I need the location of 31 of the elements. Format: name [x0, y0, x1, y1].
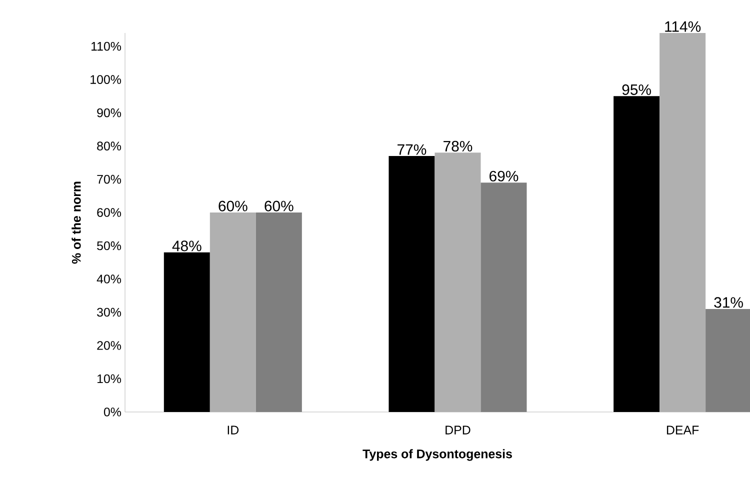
y-tick-label: 30%	[97, 308, 122, 317]
y-tick-label: 40%	[96, 274, 122, 284]
bar	[256, 212, 302, 412]
y-tick-label: 90%	[97, 108, 122, 118]
y-tick-label: 80%	[97, 142, 122, 150]
y-tick-label: 50%	[97, 241, 122, 250]
bar	[388, 156, 435, 412]
y-tick-label: 70%	[97, 174, 122, 184]
y-tick-label: 60%	[97, 208, 122, 217]
bar	[614, 96, 660, 412]
y-tick-label: 100%	[90, 75, 122, 84]
x-tick-label: ID	[228, 426, 239, 434]
x-tick-label: DEAF	[666, 426, 699, 434]
data-label: 77%	[398, 144, 426, 155]
x-tick-label: DPD	[446, 426, 470, 434]
y-axis-title: % of the norm	[72, 182, 81, 264]
y-tick-label: 110%	[92, 42, 122, 51]
data-label: 31%	[714, 297, 743, 308]
y-tick-label: 20%	[97, 341, 122, 350]
x-axis-title: Types of Dysontogenesis	[362, 449, 512, 461]
y-tick-label: 0%	[104, 408, 122, 416]
data-label: 69%	[490, 170, 518, 182]
data-label: 114%	[665, 21, 701, 32]
data-label: 95%	[622, 84, 651, 95]
y-tick-label: 10%	[98, 374, 122, 384]
data-label: 48%	[172, 240, 202, 252]
data-label: 78%	[444, 140, 472, 152]
data-label: 60%	[218, 200, 248, 212]
data-label: 60%	[264, 200, 294, 212]
bar	[480, 182, 527, 412]
bar	[164, 252, 210, 412]
